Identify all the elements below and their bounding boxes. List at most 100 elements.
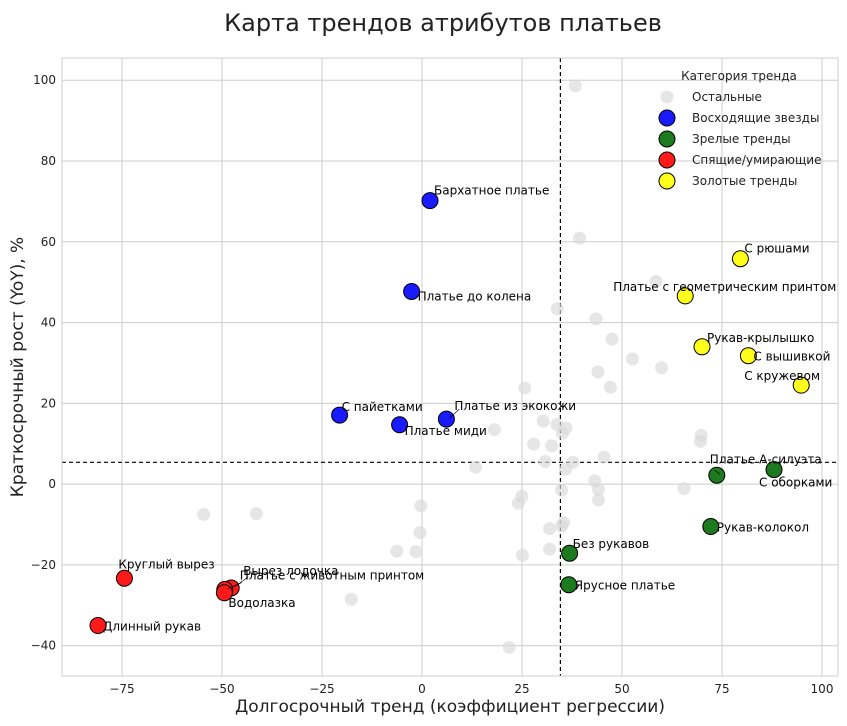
data-point	[421, 192, 439, 210]
tick-labels: −75 −50 −25 0 25 50 75 100 −40 −20 0 20 40 60 80 100	[31, 73, 834, 696]
data-point-other	[550, 302, 564, 316]
x-axis-label: Долгосрочный тренд (коэффициент регресси…	[235, 697, 665, 717]
data-points	[89, 79, 810, 654]
legend-marker	[658, 109, 676, 127]
data-point-other	[605, 332, 619, 346]
point-label: Рукав-колокол	[717, 521, 809, 535]
x-tick-label: 0	[418, 682, 426, 696]
data-point-other	[655, 361, 669, 375]
data-point	[215, 584, 233, 602]
data-point-other	[414, 499, 428, 513]
legend-entry-label: Остальные	[692, 90, 762, 104]
point-label: Вырез лодочка	[243, 564, 338, 578]
point-label: Платье миди	[405, 424, 487, 438]
data-point-other	[390, 544, 404, 558]
y-tick-label: −40	[31, 639, 56, 653]
data-point-other	[538, 455, 552, 469]
data-point-other	[515, 548, 529, 562]
point-label: Бархатное платье	[434, 184, 549, 198]
plot-frame	[61, 57, 839, 677]
label-leader-line	[234, 576, 249, 588]
point-label: С пайетками	[342, 400, 423, 414]
y-tick-label: 0	[48, 477, 56, 491]
data-point-other	[413, 526, 427, 540]
label-leader-line	[227, 582, 242, 589]
data-point	[89, 617, 107, 635]
legend-title: Категория тренда	[681, 69, 797, 83]
legend-entry-label: Золотые тренды	[692, 174, 797, 188]
data-point-other	[591, 482, 605, 496]
legend-marker	[660, 90, 674, 104]
data-point-other	[502, 640, 516, 654]
legend-entry-label: Спящие/умирающие	[692, 153, 821, 167]
point-label: Рукав-крылышко	[707, 331, 814, 345]
data-point	[693, 338, 711, 356]
legend-marker	[658, 151, 676, 169]
data-point-other	[568, 79, 582, 93]
data-point	[765, 461, 783, 479]
label-leader-line	[449, 408, 460, 419]
point-label: Длинный рукав	[103, 620, 201, 634]
data-point-other	[559, 462, 573, 476]
x-tick-label: 75	[714, 682, 729, 696]
data-point-other	[197, 507, 211, 521]
data-point-other	[591, 493, 605, 507]
data-point-other	[469, 460, 483, 474]
data-point	[708, 466, 726, 484]
legend-marker	[658, 130, 676, 148]
data-point-other	[249, 507, 263, 521]
data-point-other	[543, 542, 557, 556]
data-point	[739, 347, 757, 365]
x-tick-label: 100	[811, 682, 834, 696]
point-label: Без рукавов	[573, 537, 650, 551]
point-label: С оборками	[759, 476, 832, 490]
data-point-other	[693, 434, 707, 448]
x-tick-label: 25	[514, 682, 529, 696]
point-label: Круглый вырез	[118, 557, 214, 571]
data-point-other	[649, 274, 663, 288]
point-labels: Бархатное платье Платье до колена С пайетк…	[103, 184, 836, 634]
point-label: Водолазка	[228, 596, 295, 610]
data-point	[115, 569, 133, 587]
y-tick-label: 20	[41, 396, 56, 410]
data-point	[437, 410, 455, 428]
legend: Категория тренда Остальные Восходящие зве…	[658, 69, 821, 190]
label-leader-lines	[227, 408, 720, 589]
data-point-other	[589, 312, 603, 326]
y-tick-label: 100	[33, 73, 56, 87]
data-point-other	[597, 450, 611, 464]
y-tick-label: −20	[31, 558, 56, 572]
data-point-other	[591, 365, 605, 379]
x-tick-label: 50	[614, 682, 629, 696]
point-label: Платье А-силуэта	[710, 452, 822, 466]
data-point	[702, 518, 720, 536]
data-point-other	[573, 231, 587, 245]
point-label: Платье из экокожи	[454, 399, 576, 413]
x-tick-label: −25	[309, 682, 334, 696]
data-point	[792, 376, 810, 394]
x-tick-label: −75	[109, 682, 134, 696]
point-label: Платье с геометрическим принтом	[613, 280, 836, 294]
data-point-other	[409, 545, 423, 559]
data-point-other	[543, 522, 557, 536]
data-point	[403, 282, 421, 300]
chart-title: Карта трендов атрибутов платьев	[224, 9, 662, 37]
point-label: С вышивкой	[753, 350, 830, 364]
legend-entry-label: Зрелые тренды	[692, 132, 791, 146]
grid-lines	[62, 58, 838, 676]
data-point	[560, 576, 578, 594]
legend-marker	[658, 172, 676, 190]
data-point	[676, 287, 694, 305]
data-point-other	[603, 380, 617, 394]
data-point-other	[527, 437, 541, 451]
data-point-other	[487, 423, 501, 437]
y-axis-label: Краткосрочный рост (YoY), %	[8, 237, 28, 497]
point-label: Платье с животным принтом	[240, 569, 424, 583]
data-point-other	[555, 426, 569, 440]
data-point-other	[625, 352, 639, 366]
data-point	[561, 544, 579, 562]
data-point-other	[555, 519, 569, 533]
point-label: С кружевом	[744, 369, 820, 383]
data-point-other	[344, 592, 358, 606]
y-tick-label: 80	[41, 154, 56, 168]
